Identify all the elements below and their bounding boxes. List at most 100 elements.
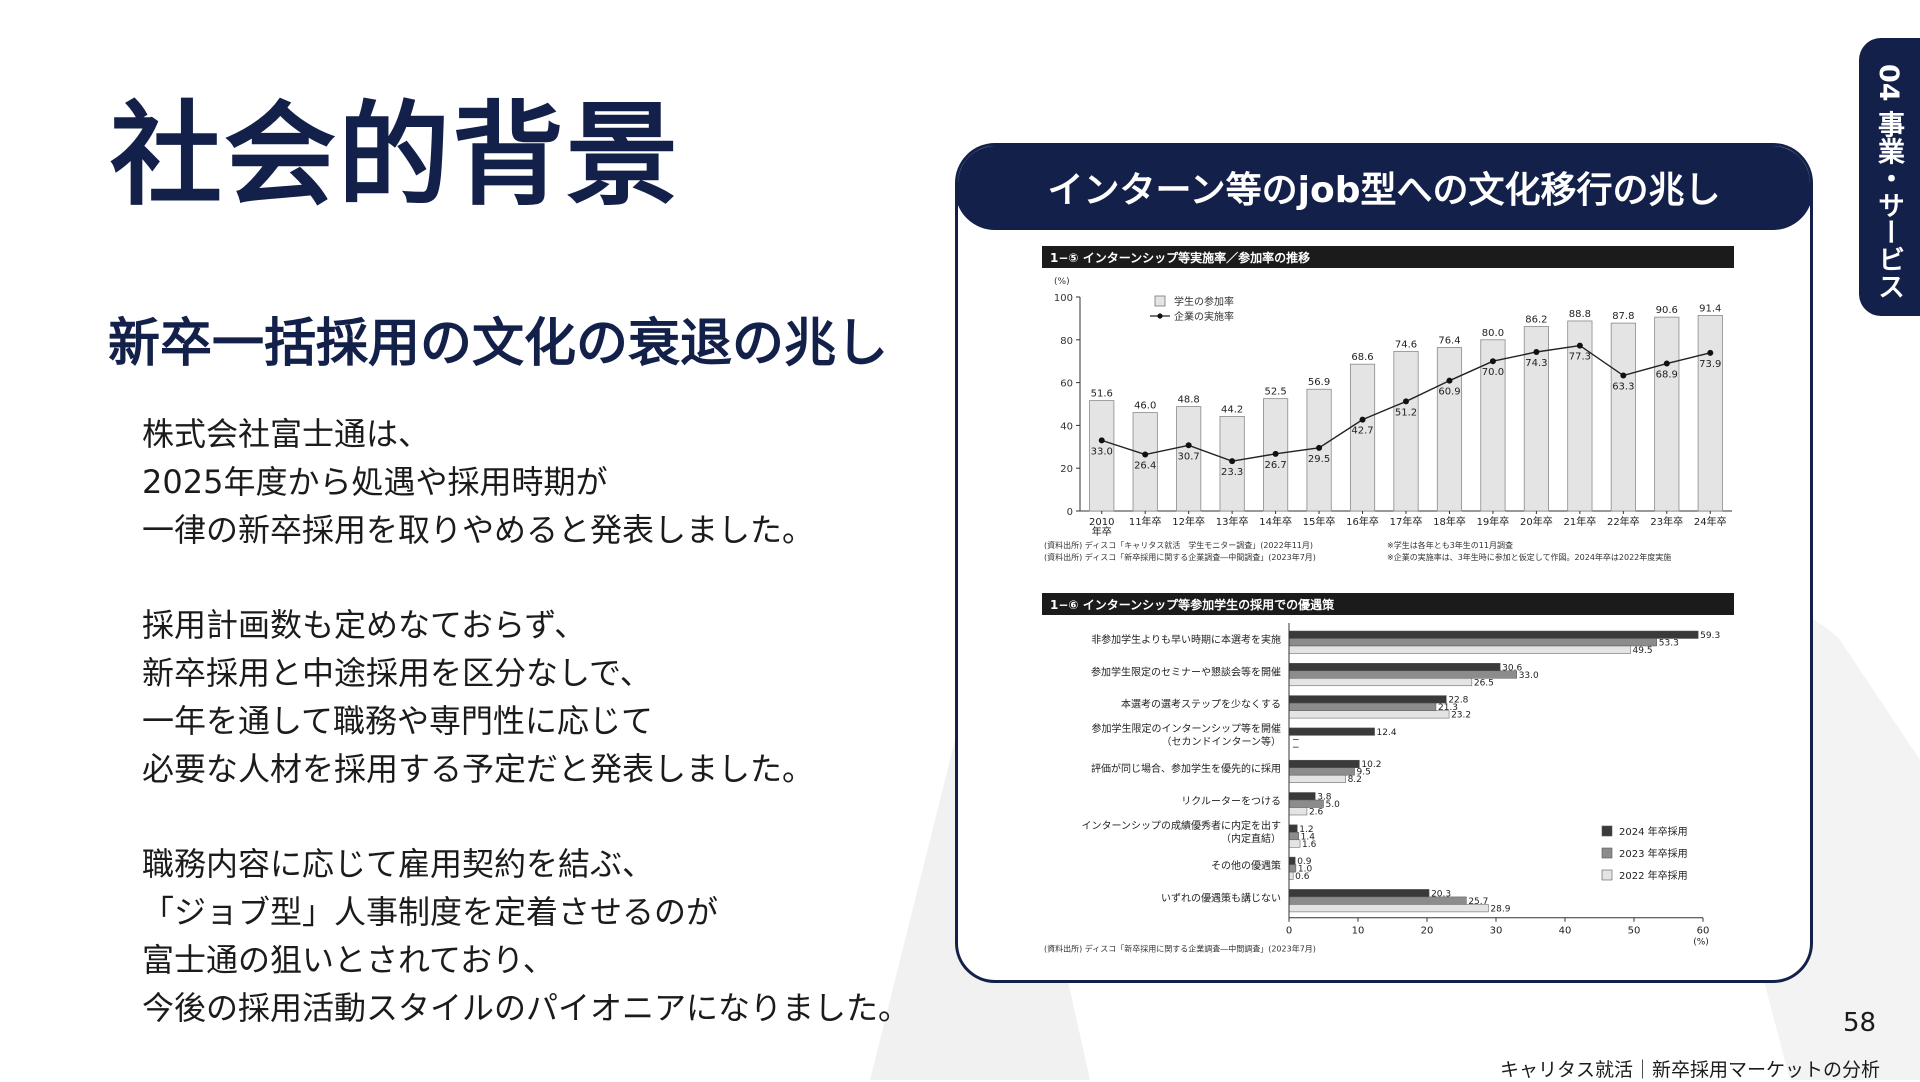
chart1-x-tick-label: 17年卒 <box>1390 515 1423 528</box>
priority-value-label: 49.5 <box>1633 646 1653 656</box>
body-text: 株式会社富士通は、 2025年度から処遇や採用時期が 一律の新卒採用を取りやめる… <box>142 410 962 1079</box>
chart1-x-tick-label: 年卒 <box>1092 525 1112 538</box>
implementation-value-label: 51.2 <box>1395 407 1417 418</box>
chart1-x-tick-label: 21年卒 <box>1563 515 1596 528</box>
body-line: 新卒採用と中途採用を区分なしで、 <box>142 654 652 692</box>
priority-value-label: 22.8 <box>1448 696 1468 706</box>
chart2-category-label: 非参加学生よりも早い時期に本選考を実施 <box>1091 633 1281 646</box>
chart2-x-tick-label: 60 <box>1697 926 1710 937</box>
priority-bar <box>1288 638 1658 647</box>
priority-value-label: 26.5 <box>1474 678 1494 688</box>
priority-value-label: 20.3 <box>1431 889 1451 899</box>
priority-value-label: 10.2 <box>1361 760 1381 770</box>
participation-bar <box>1349 363 1376 512</box>
participation-value-label: 56.9 <box>1308 377 1330 388</box>
chart-area: 1−⑤ インターンシップ等実施率／参加率の推移 (%) 0 20 40 60 80 100 学生… <box>1042 246 1734 966</box>
chart2-legend-swatch <box>1601 847 1613 859</box>
priority-value-label: 1.0 <box>1298 865 1313 875</box>
chart1-x-tick-label: 18年卒 <box>1433 515 1466 528</box>
chart2-x-tick-label: 10 <box>1352 926 1365 937</box>
participation-bar <box>1176 406 1202 512</box>
chart2-x-tick-label: 30 <box>1490 926 1503 937</box>
body-line: 一年を通して職務や専門性に応じて <box>142 702 654 740</box>
chart1-y-unit: (%) <box>1054 277 1070 287</box>
chart2-legend-label: 2022 年卒採用 <box>1619 869 1688 882</box>
participation-value-label: 44.2 <box>1221 404 1243 415</box>
implementation-value-label: 63.3 <box>1612 382 1634 393</box>
priority-value-label: 8.2 <box>1348 775 1362 785</box>
implementation-point <box>1533 348 1540 355</box>
participation-value-label: 88.8 <box>1569 309 1591 320</box>
chart1-y-tick-label: 100 <box>1054 293 1073 304</box>
chart2-legend-label: 2023 年卒採用 <box>1619 847 1688 860</box>
paragraph: 採用計画数も定めなておらず、 新卒採用と中途採用を区分なしで、 一年を通して職務… <box>142 601 962 793</box>
implementation-value-label: 30.7 <box>1178 451 1200 462</box>
body-line: 株式会社富士通は、 <box>142 415 431 453</box>
priority-bar <box>1288 670 1517 679</box>
body-line: 職務内容に応じて雇用契約を結ぶ、 <box>142 845 655 883</box>
legend-label-implementation: 企業の実施率 <box>1174 310 1234 323</box>
chart1-y-tick-label: 0 <box>1067 507 1073 518</box>
panel-title: インターン等のjob型への文化移行の兆し <box>1047 170 1721 211</box>
priority-bar <box>1288 889 1430 898</box>
participation-value-label: 87.8 <box>1612 311 1634 322</box>
implementation-value-label: 77.3 <box>1569 352 1591 363</box>
priority-value-label: 1.4 <box>1301 832 1316 842</box>
chart1-x-tick-label: 11年卒 <box>1129 515 1162 528</box>
priority-bar <box>1288 678 1473 687</box>
priority-value-label: 53.3 <box>1659 639 1679 649</box>
priority-bar <box>1288 663 1501 672</box>
priority-bar <box>1288 759 1360 768</box>
participation-value-label: 80.0 <box>1482 328 1504 339</box>
priority-bar <box>1288 767 1355 776</box>
chart2-category-label: 評価が同じ場合、参加学生を優先的に採用 <box>1091 762 1281 775</box>
implementation-point <box>1316 444 1323 451</box>
page-title: 社会的背景 <box>110 91 680 221</box>
participation-bar <box>1480 339 1506 512</box>
chart1-title-bar <box>1042 246 1734 268</box>
chart2-category-label: リクルーターをつける <box>1181 796 1281 808</box>
participation-value-label: 68.6 <box>1351 352 1373 363</box>
priority-value-label: 5.0 <box>1326 800 1341 810</box>
priority-bar <box>1288 824 1298 833</box>
chart1-source-note: (資料出所) ディスコ「キャリタス就活 学生モニター調査」(2022年11月) <box>1044 540 1313 550</box>
chart2-category-label: 本選考の選考ステップを少なくする <box>1121 698 1281 711</box>
chart2-category-label: （内定直結） <box>1221 832 1281 845</box>
chart1-x-tick-label: 22年卒 <box>1607 515 1640 528</box>
chart1-note: ※学生は各年とも3年生の11月調査 <box>1387 540 1513 550</box>
chart1-x-tick-label: 24年卒 <box>1694 515 1727 528</box>
participation-value-label: 91.4 <box>1699 303 1721 314</box>
priority-value-label: 28.9 <box>1490 904 1510 914</box>
participation-bar <box>1089 400 1115 512</box>
priority-value-label: 0.9 <box>1297 857 1312 867</box>
chart2-x-tick-label: 0 <box>1286 926 1292 937</box>
chart1-note: ※企業の実施率は、3年生時に参加と仮定して作図。2024年卒は2022年度実施 <box>1387 552 1671 562</box>
chart2-x-tick-label: 50 <box>1628 926 1641 937</box>
page-number: 58 <box>1843 1008 1877 1038</box>
participation-bar <box>1393 350 1419 512</box>
implementation-value-label: 68.9 <box>1656 370 1678 381</box>
priority-bar <box>1288 807 1308 816</box>
participation-bar <box>1654 316 1680 512</box>
implementation-point <box>1707 349 1714 356</box>
chart1-x-tick-label: 13年卒 <box>1216 515 1249 528</box>
priority-value-label: 2.6 <box>1309 808 1324 818</box>
participation-bar <box>1523 326 1549 512</box>
priority-value-label: 1.6 <box>1302 840 1317 850</box>
priority-bar <box>1288 645 1631 654</box>
implementation-value-label: 60.9 <box>1438 387 1460 398</box>
chart2-x-tick-label: 40 <box>1559 926 1572 937</box>
priority-value-label: 12.4 <box>1377 728 1397 738</box>
section-tab[interactable]: 04 事業・サービス <box>1859 38 1920 316</box>
body-line: 採用計画数も定めなておらず、 <box>142 606 587 644</box>
priority-value-label: − <box>1292 743 1300 753</box>
implementation-point <box>1576 342 1583 349</box>
priority-bar <box>1288 904 1489 913</box>
priority-value-label: 1.2 <box>1299 825 1313 835</box>
chart1-x-tick-label: 14年卒 <box>1259 515 1292 528</box>
chart2-legend-swatch <box>1601 825 1613 837</box>
chart2-category-label: いずれの優遇策も講じない <box>1161 891 1281 904</box>
chart2-title: 1−⑥ インターンシップ等参加学生の採用での優遇策 <box>1050 597 1335 612</box>
body-line: 2025年度から処遇や採用時期が <box>142 463 608 501</box>
participation-value-label: 90.6 <box>1656 305 1678 316</box>
